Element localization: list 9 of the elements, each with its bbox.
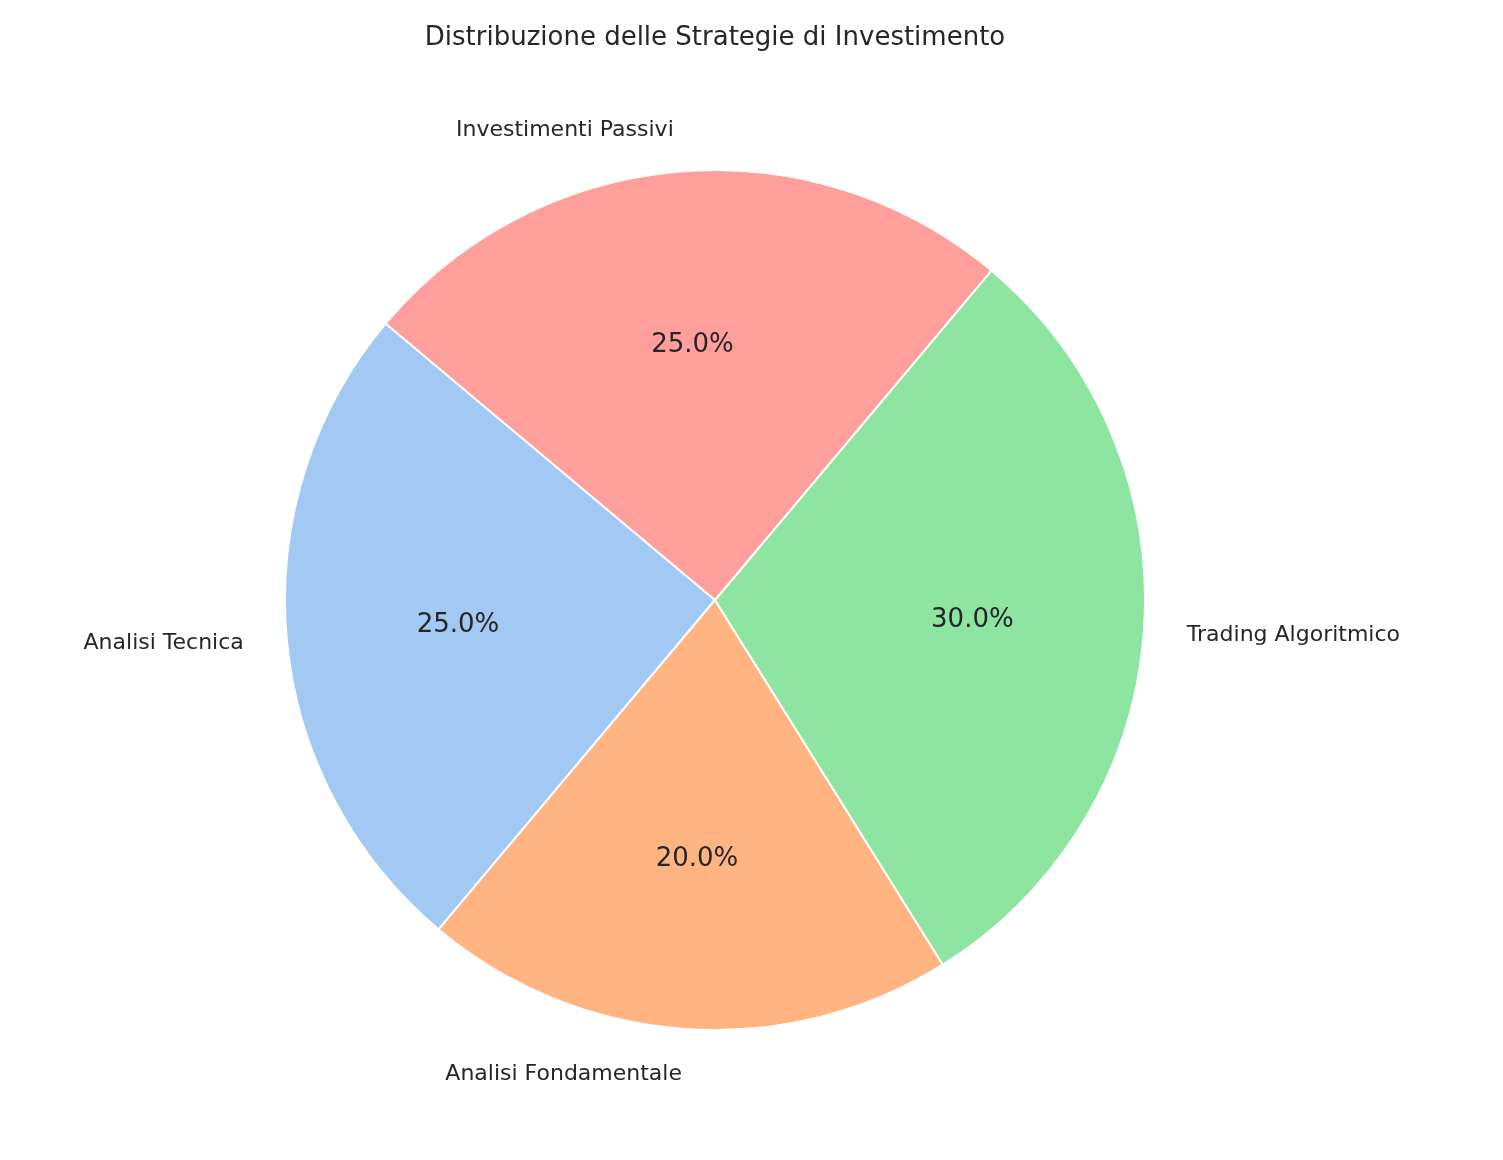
data-label: 25.0% (651, 328, 734, 359)
data-label: 20.0% (655, 842, 739, 873)
slice-label: Analisi Fondamentale (445, 1059, 683, 1085)
chart-title: Distribuzione delle Strategie di Investimento (424, 21, 1006, 51)
slice-label: Analisi Tecnica (83, 628, 244, 654)
data-label: 30.0% (931, 603, 1014, 634)
data-label: 25.0% (416, 607, 500, 638)
slice-label: Investimenti Passivi (456, 116, 674, 142)
slice-label: Trading Algoritmico (1185, 620, 1401, 646)
